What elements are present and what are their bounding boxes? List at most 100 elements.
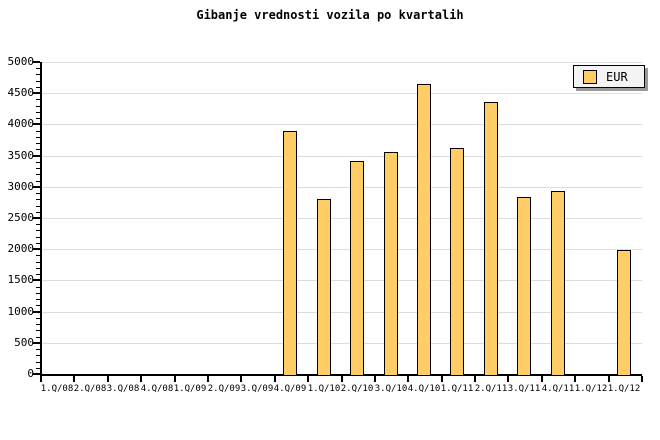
x-tick-label: 3.Q/10 — [374, 384, 408, 394]
x-tick-label: 3.Q/09 — [240, 384, 274, 394]
y-tick-label: 0 — [27, 367, 34, 380]
bar — [551, 191, 565, 376]
x-tick — [140, 376, 142, 382]
y-minor-tick — [36, 237, 40, 238]
y-minor-tick — [36, 318, 40, 319]
gridline — [42, 312, 642, 313]
y-minor-tick — [36, 349, 40, 350]
x-tick-label: 2.Q/11 — [474, 384, 508, 394]
y-tick — [33, 186, 40, 188]
y-minor-tick — [36, 330, 40, 331]
gridline — [42, 62, 642, 63]
x-tick — [107, 376, 109, 382]
chart-title: Gibanje vrednosti vozila po kvartalih — [196, 8, 464, 22]
bar — [484, 102, 498, 376]
bar — [384, 152, 398, 376]
y-minor-tick — [36, 355, 40, 356]
y-tick-label: 2000 — [7, 242, 35, 255]
x-tick-label: 2.Q/10 — [340, 384, 374, 394]
x-tick-label: 3.Q/08 — [106, 384, 140, 394]
bar — [517, 197, 531, 376]
y-minor-tick — [36, 87, 40, 88]
x-tick — [40, 376, 42, 382]
gridline — [42, 280, 642, 281]
y-minor-tick — [36, 337, 40, 338]
y-minor-tick — [36, 368, 40, 369]
y-minor-tick — [36, 230, 40, 231]
legend-swatch-eur — [583, 69, 597, 84]
x-tick-label: 2.Q/08 — [73, 384, 107, 394]
gridline — [42, 124, 642, 125]
y-minor-tick — [36, 149, 40, 150]
y-minor-tick — [36, 324, 40, 325]
y-minor-tick — [36, 99, 40, 100]
y-tick — [33, 217, 40, 219]
x-tick — [73, 376, 75, 382]
x-tick — [641, 376, 643, 382]
y-minor-tick — [36, 206, 40, 207]
bar — [417, 84, 431, 376]
y-tick — [33, 123, 40, 125]
y-tick-label: 3000 — [7, 180, 35, 193]
y-minor-tick — [36, 74, 40, 75]
y-minor-tick — [36, 274, 40, 275]
y-tick-label: 500 — [14, 336, 34, 349]
y-minor-tick — [36, 112, 40, 113]
gridline — [42, 218, 642, 219]
bar — [350, 161, 364, 376]
y-minor-tick — [36, 131, 40, 132]
gridline — [42, 93, 642, 94]
x-tick — [274, 376, 276, 382]
x-tick-label: 1.Q/10 — [307, 384, 341, 394]
x-tick — [507, 376, 509, 382]
x-tick — [541, 376, 543, 382]
x-tick — [441, 376, 443, 382]
y-minor-tick — [36, 287, 40, 288]
y-minor-tick — [36, 181, 40, 182]
y-minor-tick — [36, 243, 40, 244]
y-minor-tick — [36, 81, 40, 82]
y-tick-label: 1000 — [7, 305, 35, 318]
x-tick-label: 4.Q/09 — [273, 384, 307, 394]
y-tick — [33, 373, 40, 375]
y-tick — [33, 61, 40, 63]
y-tick-label: 3500 — [7, 149, 35, 162]
y-tick-label: 4500 — [7, 86, 35, 99]
gridline — [42, 249, 642, 250]
x-axis-line — [40, 374, 642, 376]
y-minor-tick — [36, 137, 40, 138]
y-minor-tick — [36, 193, 40, 194]
y-tick — [33, 342, 40, 344]
x-tick — [407, 376, 409, 382]
y-tick — [33, 155, 40, 157]
y-minor-tick — [36, 224, 40, 225]
y-minor-tick — [36, 305, 40, 306]
bar — [317, 199, 331, 376]
x-tick-label: 1.Q/08 — [40, 384, 74, 394]
y-minor-tick — [36, 162, 40, 163]
y-axis-line — [40, 62, 42, 376]
x-tick-label: 3.Q/11 — [507, 384, 541, 394]
y-tick-label: 2500 — [7, 211, 35, 224]
gridline — [42, 156, 642, 157]
x-tick — [374, 376, 376, 382]
x-tick-label: 4.Q/10 — [407, 384, 441, 394]
y-minor-tick — [36, 118, 40, 119]
y-tick-label: 5000 — [7, 55, 35, 68]
y-tick-label: 1500 — [7, 273, 35, 286]
y-minor-tick — [36, 299, 40, 300]
x-tick — [608, 376, 610, 382]
y-minor-tick — [36, 268, 40, 269]
x-tick-label: 1.Q/12 — [574, 384, 608, 394]
bar — [617, 250, 631, 376]
y-minor-tick — [36, 362, 40, 363]
x-tick-label: 1.Q/12 — [607, 384, 641, 394]
y-minor-tick — [36, 199, 40, 200]
y-minor-tick — [36, 68, 40, 69]
x-tick-label: 4.Q/11 — [541, 384, 575, 394]
x-tick-label: 1.Q/11 — [440, 384, 474, 394]
y-minor-tick — [36, 262, 40, 263]
x-tick — [240, 376, 242, 382]
bar — [450, 148, 464, 376]
